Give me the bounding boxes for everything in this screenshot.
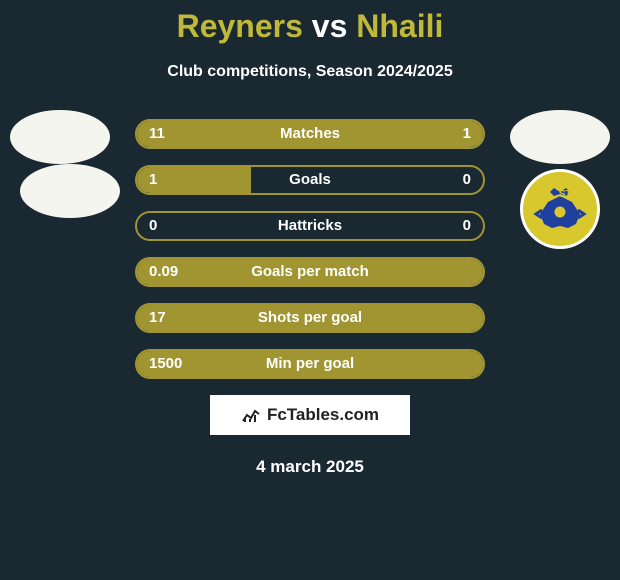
- footer-date: 4 march 2025: [0, 457, 620, 477]
- bar-label: Hattricks: [137, 213, 483, 239]
- player1-avatar-top: [10, 110, 110, 164]
- player1-avatar-bottom: [20, 164, 120, 218]
- bar-row: 0.09Goals per match: [0, 257, 620, 287]
- bar-label: Goals per match: [137, 259, 483, 285]
- bar-value-right: 1: [463, 121, 471, 147]
- vs-text: vs: [312, 8, 348, 44]
- player2-avatar-top: [510, 110, 610, 164]
- brand-text: FcTables.com: [267, 405, 379, 425]
- bar-label: Goals: [137, 167, 483, 193]
- bar-value-right: 0: [463, 213, 471, 239]
- club-badge: [520, 169, 600, 249]
- bar-row: 1500Min per goal: [0, 349, 620, 379]
- brand-badge: FcTables.com: [210, 395, 410, 435]
- player2-name: Nhaili: [356, 8, 443, 44]
- stat-bar: 11Matches1: [135, 119, 485, 149]
- player1-name: Reyners: [177, 8, 303, 44]
- bar-row: 17Shots per goal: [0, 303, 620, 333]
- stat-bar: 17Shots per goal: [135, 303, 485, 333]
- bars-container: 11Matches11Goals00Hattricks00.09Goals pe…: [0, 119, 620, 379]
- bar-label: Shots per goal: [137, 305, 483, 331]
- bar-label: Min per goal: [137, 351, 483, 377]
- comparison-title: Reyners vs Nhaili: [0, 0, 620, 45]
- club-badge-label: STVV: [559, 189, 585, 200]
- bar-label: Matches: [137, 121, 483, 147]
- subtitle: Club competitions, Season 2024/2025: [0, 63, 620, 81]
- stat-bar: 0.09Goals per match: [135, 257, 485, 287]
- stat-bar: 1Goals0: [135, 165, 485, 195]
- bar-value-right: 0: [463, 167, 471, 193]
- bars-area: STVV 11Matches11Goals00Hattricks00.09Goa…: [0, 119, 620, 379]
- stat-bar: 1500Min per goal: [135, 349, 485, 379]
- stat-bar: 0Hattricks0: [135, 211, 485, 241]
- chart-icon: [241, 405, 261, 425]
